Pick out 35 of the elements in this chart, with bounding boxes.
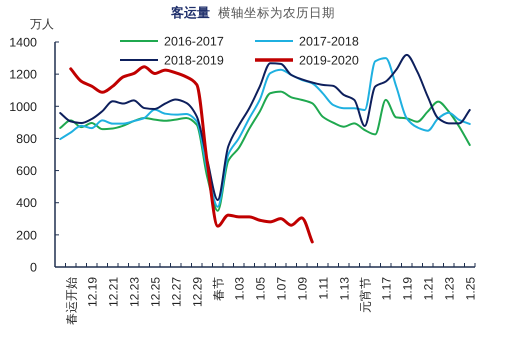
x-tick-label: 1.11	[316, 276, 330, 300]
x-tick-label: 12.23	[127, 276, 142, 308]
x-tick-label: 12.19	[85, 276, 100, 308]
legend-label: 2018-2019	[164, 54, 224, 68]
x-tick-label: 12.27	[169, 276, 184, 308]
y-tick-label: 600	[16, 164, 38, 178]
x-tick-label: 1.23	[442, 276, 456, 300]
legend-label: 2016-2017	[164, 34, 224, 48]
legend-label: 2017-2018	[299, 34, 359, 48]
x-tick-label: 1.13	[337, 276, 352, 300]
y-tick-label: 1200	[9, 68, 38, 82]
x-tick-label: 12.29	[190, 276, 204, 308]
chart-title: 客运量	[170, 5, 210, 20]
x-tick-label: 12.25	[148, 276, 162, 308]
x-tick-label: 1.05	[253, 276, 268, 300]
x-tick-label: 1.19	[400, 276, 414, 300]
legend-label: 2019-2020	[299, 54, 359, 68]
x-tick-label: 12.21	[106, 276, 120, 308]
x-tick-label: 春运开始	[64, 277, 78, 325]
x-tick-label: 1.03	[232, 276, 246, 300]
y-tick-label: 1400	[9, 36, 38, 50]
x-tick-label: 元宵节	[358, 277, 372, 313]
y-axis-title: 万人	[30, 17, 54, 31]
y-tick-label: 400	[16, 196, 38, 210]
chart-subtitle: 横轴坐标为农历日期	[218, 6, 335, 20]
x-tick-label: 1.09	[295, 276, 310, 300]
x-tick-label: 1.17	[379, 276, 394, 300]
x-tick-label: 1.25	[463, 276, 478, 300]
x-tick-label: 春节	[211, 277, 226, 301]
y-tick-label: 800	[16, 132, 38, 146]
y-tick-label: 0	[30, 260, 38, 274]
x-tick-label: 1.07	[274, 276, 288, 300]
x-tick-label: 1.21	[421, 276, 436, 300]
y-tick-label: 1000	[9, 100, 38, 114]
y-tick-label: 200	[16, 228, 38, 242]
